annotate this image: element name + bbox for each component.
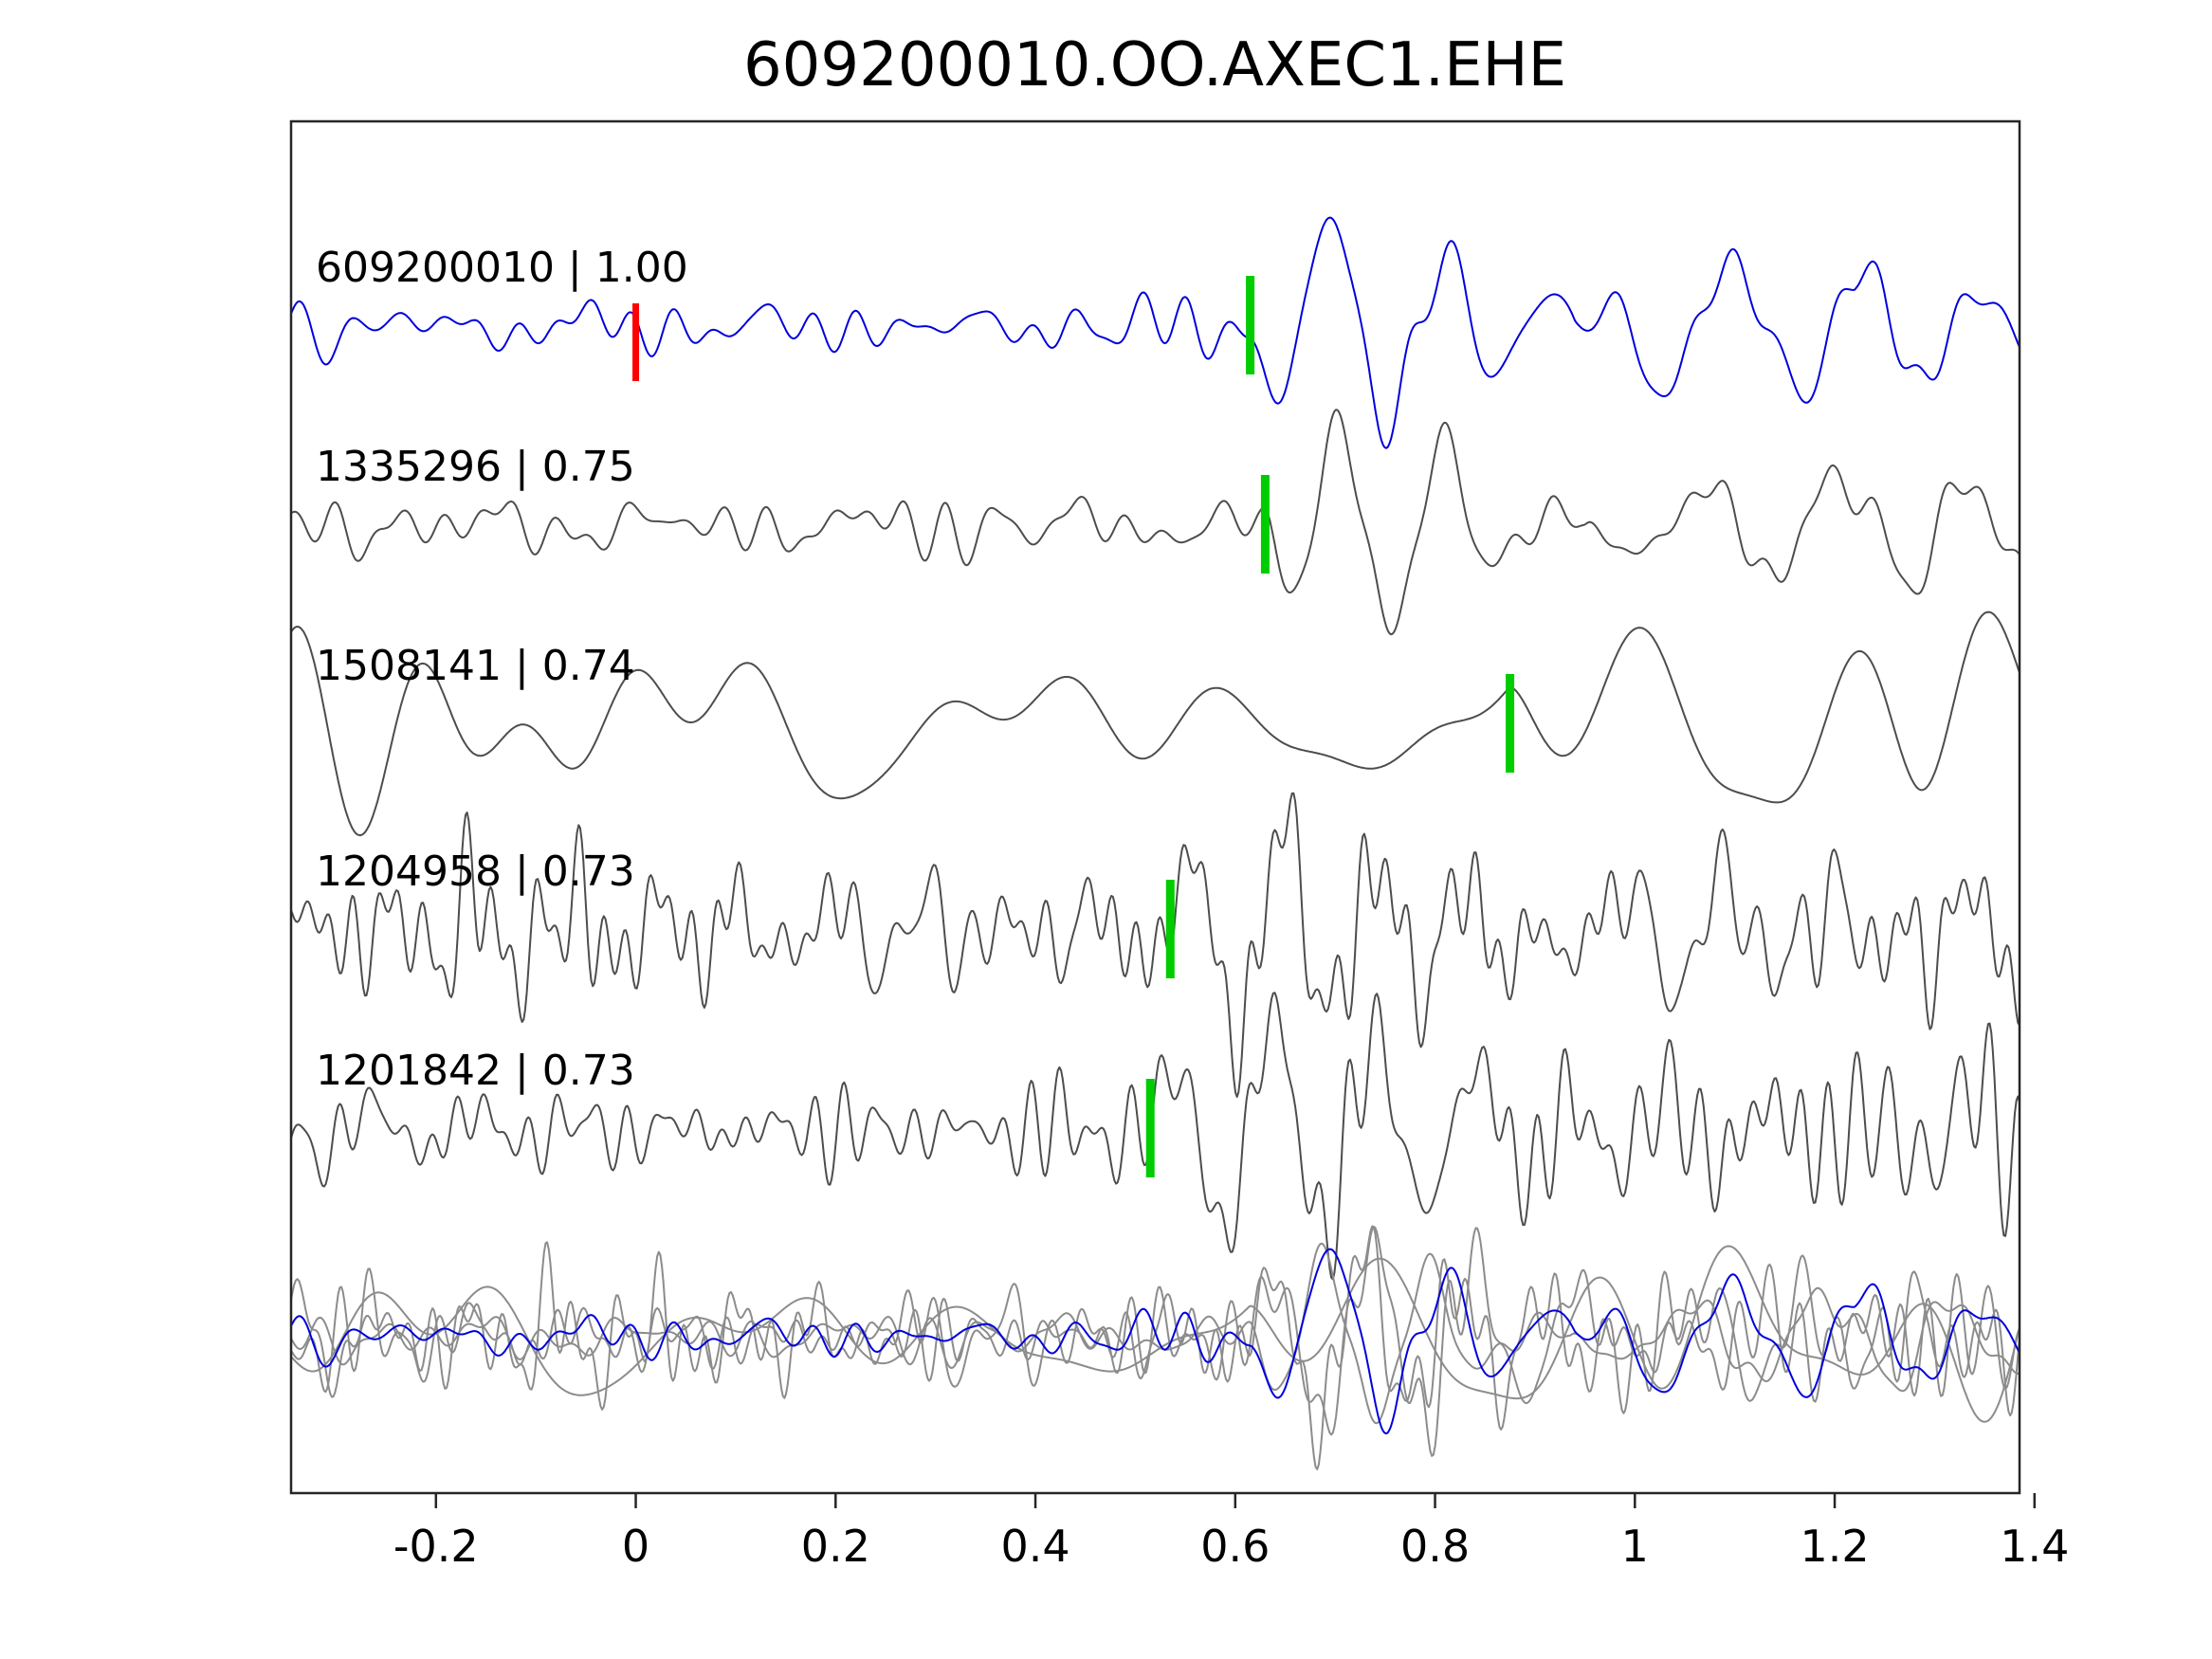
x-tick-label: 1 xyxy=(1621,1521,1649,1572)
axis-layer: -0.2 0 0.2 0.4 0.6 0.8 1 1.2 1.4 xyxy=(393,1493,2069,1572)
waveform-trace-1204958 xyxy=(291,792,2020,1098)
overlay-trace-reference-609200010 xyxy=(291,1248,2020,1435)
x-tick-label: 0.6 xyxy=(1200,1521,1270,1572)
overlay-trace-1508141 xyxy=(291,1245,2020,1423)
waveform-trace-1335296 xyxy=(291,409,2020,636)
trace-label-1204958: 1204958 | 0.73 xyxy=(316,848,635,896)
label-layer: 609200010 | 1.00 1335296 | 0.75 1508141 | … xyxy=(316,244,688,1095)
plot-title: 609200010.OO.AXEC1.EHE xyxy=(743,30,1566,100)
plot-frame xyxy=(289,119,2021,1495)
x-tick-label: -0.2 xyxy=(393,1521,479,1572)
x-tick-label: 0.8 xyxy=(1400,1521,1470,1572)
overlay-trace-1204958 xyxy=(291,1225,2020,1470)
x-tick-label: 1.4 xyxy=(2000,1521,2069,1572)
waveform-trace-1508141 xyxy=(291,611,2020,837)
trace-layer xyxy=(291,216,2020,1470)
x-tick-label: 0.2 xyxy=(801,1521,870,1572)
x-tick-label: 0.4 xyxy=(1000,1521,1069,1572)
waveform-trace-609200010 xyxy=(291,216,2020,449)
trace-label-1508141: 1508141 | 0.74 xyxy=(316,642,635,690)
waveform-trace-1201842 xyxy=(291,992,2020,1281)
x-tick-label: 1.2 xyxy=(1800,1521,1869,1572)
trace-label-1335296: 1335296 | 0.75 xyxy=(316,443,635,491)
trace-label-609200010: 609200010 | 1.00 xyxy=(316,244,688,292)
overlay-trace-1201842 xyxy=(291,1226,2020,1457)
marker-layer xyxy=(632,276,1515,1177)
x-tick-label: 0 xyxy=(622,1521,649,1572)
trace-label-1201842: 1201842 | 0.73 xyxy=(316,1047,635,1095)
